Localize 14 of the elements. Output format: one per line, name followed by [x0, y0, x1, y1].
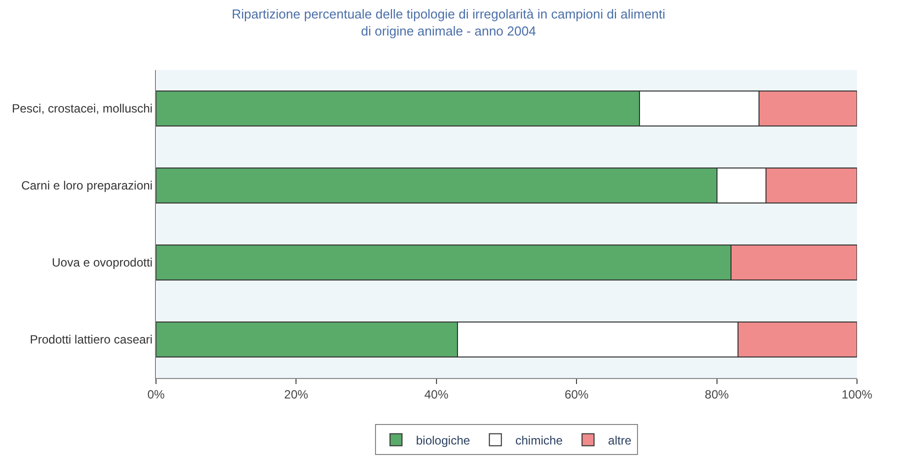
- x-tick-label: 100%: [842, 387, 873, 402]
- x-tick-label: 0%: [147, 387, 165, 402]
- x-tick-label: 20%: [284, 387, 309, 402]
- x-tick-label: 60%: [564, 387, 589, 402]
- x-tick-label: 40%: [424, 387, 449, 402]
- y-tick-label: Prodotti lattiero caseari: [30, 332, 153, 347]
- chart-title: Ripartizione percentuale delle tipologie di irregolarità in campioni di alimenti di origine animale - anno 2004: [232, 6, 666, 39]
- legend-label: chimiche: [515, 433, 564, 448]
- legend-label: altre: [608, 433, 632, 448]
- x-tick-label: 80%: [704, 387, 730, 402]
- legend-label: biologiche: [416, 433, 470, 448]
- y-tick-label: Carni e loro preparazioni: [21, 178, 153, 193]
- y-tick-label: Pesci, crostacei, molluschi: [12, 102, 153, 116]
- y-tick-label: Uova e ovoprodotti: [52, 256, 153, 270]
